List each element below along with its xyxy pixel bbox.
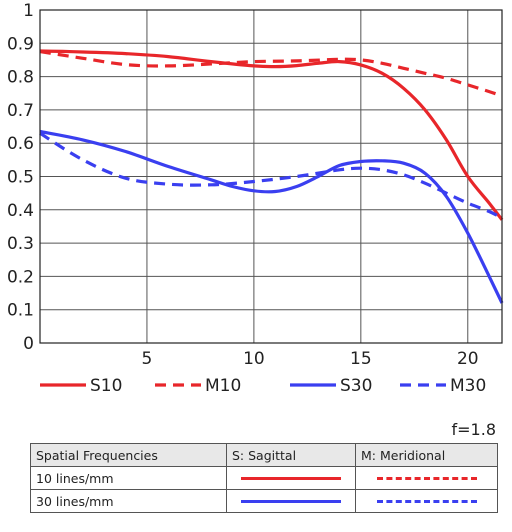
aperture-label: f=1.8 xyxy=(451,420,496,439)
table-row: 10 lines/mm xyxy=(30,466,498,490)
table-row: 30 lines/mm xyxy=(30,489,498,513)
y-tick-label: 0.2 xyxy=(7,267,34,287)
y-tick-label: 0.1 xyxy=(7,301,34,321)
plot-frame xyxy=(39,9,503,344)
axis-tick-labels: 00.10.20.30.40.50.60.70.80.915 10 15 20 xyxy=(7,1,479,369)
series-line-s30 xyxy=(39,129,504,304)
legend-label-m30: M30 xyxy=(450,376,486,396)
x-tick-label: 15 xyxy=(350,349,372,369)
series-line-m10 xyxy=(39,50,503,98)
y-tick-label: 1 xyxy=(23,1,34,21)
sagittal-30-swatch xyxy=(241,499,341,503)
x-tick-label: 5 xyxy=(142,349,153,369)
legend-label-s10: S10 xyxy=(90,376,122,396)
y-tick-label: 0.4 xyxy=(7,201,34,221)
meridional-30-swatch xyxy=(376,499,477,503)
grid-lines xyxy=(40,9,502,344)
mtf-chart: 00.10.20.30.40.50.60.70.80.915 10 15 20 S10… xyxy=(7,1,504,396)
y-tick-label: 0 xyxy=(23,334,34,354)
sagittal-10-swatch xyxy=(241,476,341,480)
series-line-s10 xyxy=(39,49,504,221)
table-header-sagittal: S: Sagittal xyxy=(226,443,356,467)
y-tick-label: 0.8 xyxy=(7,68,34,88)
row-label-10: 10 lines/mm xyxy=(30,466,227,490)
frequency-legend-table: Spatial Frequencies S: Sagittal M: Merid… xyxy=(30,443,498,513)
y-tick-label: 0.3 xyxy=(7,234,34,254)
legend-label-s30: S30 xyxy=(340,376,372,396)
x-tick-label: 20 xyxy=(457,349,479,369)
y-tick-label: 0.7 xyxy=(7,101,34,121)
table-header-row: Spatial Frequencies S: Sagittal M: Merid… xyxy=(30,443,498,467)
y-tick-label: 0.5 xyxy=(7,168,34,188)
series-lines xyxy=(39,49,504,304)
x-tick-label: 10 xyxy=(243,349,265,369)
legend-label-m10: M10 xyxy=(205,376,241,396)
meridional-10-swatch xyxy=(376,476,477,480)
table-header-frequencies: Spatial Frequencies xyxy=(30,443,227,467)
table-header-meridional: M: Meridional xyxy=(355,443,498,467)
series-line-m30 xyxy=(39,131,503,220)
y-tick-label: 0.9 xyxy=(7,34,34,54)
y-tick-label: 0.6 xyxy=(7,134,34,154)
row-label-30: 30 lines/mm xyxy=(30,489,227,513)
legend: S10 M10 S30 M30 xyxy=(40,376,486,396)
